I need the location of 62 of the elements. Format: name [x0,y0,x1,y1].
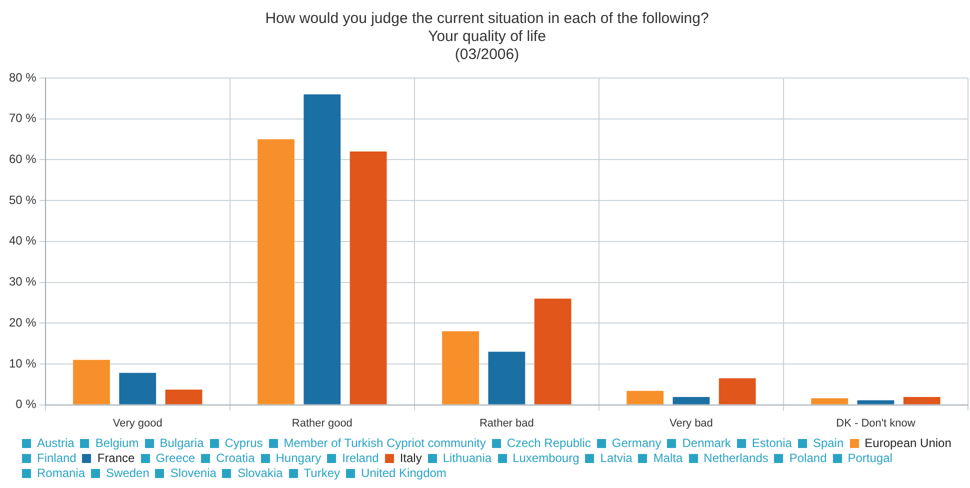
legend-label: Cyprus [224,436,263,451]
legend-label: Czech Republic [506,436,591,451]
legend-label: Croatia [216,451,255,466]
y-tick-label: 20 % [8,315,37,330]
legend-label: Lithuania [442,451,492,466]
bar [73,360,110,404]
x-tick-label: Rather good [292,417,352,430]
x-tick-label: Very bad [669,417,713,430]
bar [119,372,156,404]
bar [534,298,572,404]
bar [903,397,940,404]
legend-label: Romania [37,466,86,481]
legend-label: Portugal [848,451,892,466]
legend-label: United Kingdom [361,466,446,481]
bar [811,398,848,404]
y-tick-label: 50 % [8,192,37,207]
bar [626,390,664,404]
chart-title: How would you judge the current situation in each of the following? [265,10,709,28]
legend-label: Latvia [600,451,632,466]
legend-label: Italy [400,451,422,466]
legend-label: Sweden [106,466,150,481]
bar [672,397,710,404]
legend-label: Finland [37,451,76,466]
bar [165,390,202,404]
bar [488,352,526,404]
x-tick-label: Very good [112,417,162,430]
legend-label: Spain [812,436,844,451]
chart-subtitle: Your quality of life (03/2006) [428,28,546,64]
legend-label: Belgium [95,436,139,451]
bar [718,378,756,404]
y-tick-label: 0 % [16,397,37,412]
legend-label: Ireland [342,451,379,466]
x-tick-label: DK - Don't know [836,417,916,430]
legend-label: Greece [156,451,196,466]
y-tick-label: 80 % [8,70,37,84]
legend-label: Slovenia [170,466,216,481]
legend-label: Turkey [304,466,340,481]
legend-label: Malta [653,451,683,466]
bar [857,400,894,404]
legend-label: Netherlands [704,451,768,466]
bar [304,94,341,404]
bar [258,139,294,404]
x-tick-label: Rather bad [479,417,534,430]
y-tick-label: 40 % [8,234,37,248]
legend-label: Bulgaria [160,436,204,451]
legend-label: Austria [37,436,74,451]
legend-label: Denmark [682,436,731,451]
legend-label: Slovakia [237,466,283,481]
y-tick-label: 70 % [8,111,37,126]
legend-label: Estonia [752,436,792,451]
bar [350,152,387,404]
legend-label: European Union [864,436,952,451]
y-tick-label: 60 % [8,152,37,166]
legend-label: Hungary [276,451,322,466]
y-tick-label: 10 % [8,356,37,370]
y-tick-label: 30 % [8,274,37,289]
legend-label: Germany [612,436,662,451]
legend-label: Luxembourg [512,451,580,466]
legend-label: Poland [789,451,827,466]
legend-label: Member of Turkish Cypriot community [284,436,486,451]
bar [442,331,479,404]
legend-label: France [97,451,135,466]
